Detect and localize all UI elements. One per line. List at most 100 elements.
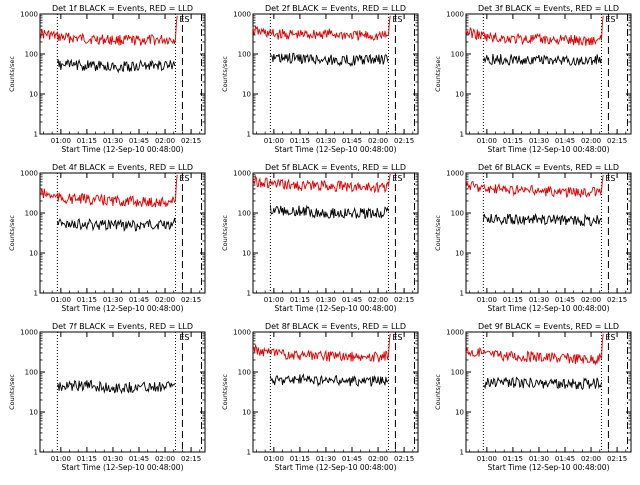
lld-series-line [252,15,391,41]
panel-2: Det 2f BLACK = Events, RED = LLD 1 10 100 10… [221,4,419,154]
x-tick-label: 02:00 [581,296,601,304]
y-axis-label: Counts/sec [221,374,229,410]
y-tick-label: 1 [247,131,251,139]
x-tick-label: 02:15 [607,296,627,304]
x-tick-label: 01:15 [77,296,97,304]
y-tick-label: 1000 [233,329,251,337]
x-tick-label: 02:15 [394,296,414,304]
x-tick-label: 01:45 [555,455,575,463]
es-marker-label: ES [179,333,189,342]
x-tick-label: 01:30 [529,137,549,145]
x-tick-label: 01:15 [290,455,310,463]
panel-1: Det 1f BLACK = Events, RED = LLD 1 10 100 10… [8,4,206,154]
x-tick-label: 02:00 [155,296,175,304]
x-tick-label: 01:15 [503,455,523,463]
es-marker-label: ES [179,15,189,24]
panel-title: Det 1f BLACK = Events, RED = LLD [52,4,193,13]
x-axis-label: Start Time (12-Sep-10 00:48:00) [275,463,397,472]
x-tick-label: 01:30 [316,296,336,304]
lld-series-line [252,173,391,194]
y-tick-label: 100 [238,369,251,377]
y-tick-label: 1 [34,290,38,298]
panel-title: Det 2f BLACK = Events, RED = LLD [265,4,406,13]
x-tick-label: 01:30 [103,296,123,304]
x-tick-label: 02:15 [181,455,201,463]
y-tick-label: 10 [29,91,38,99]
events-series-line [56,58,176,74]
y-tick-label: 1 [247,290,251,298]
y-tick-label: 1 [460,290,464,298]
x-tick-label: 02:00 [581,455,601,463]
plot-frame [39,331,206,453]
y-tick-label: 1000 [446,170,464,178]
x-tick-label: 02:00 [155,455,175,463]
x-tick-label: 01:00 [264,296,284,304]
x-tick-label: 01:15 [77,137,97,145]
x-tick-label: 01:00 [477,455,497,463]
y-tick-label: 10 [455,409,464,417]
panel-title: Det 9f BLACK = Events, RED = LLD [478,322,619,331]
x-tick-label: 02:00 [155,137,175,145]
x-tick-label: 01:45 [342,455,362,463]
events-series-line [269,373,389,388]
events-series-line [482,53,602,66]
panel-8: Det 8f BLACK = Events, RED = LLD 1 10 100 10… [221,322,419,472]
x-tick-label: 01:45 [555,137,575,145]
y-tick-label: 10 [29,409,38,417]
y-tick-label: 1000 [20,329,38,337]
y-tick-label: 1 [34,449,38,457]
panel-5: Det 5f BLACK = Events, RED = LLD 1 10 100 10… [221,163,419,313]
x-tick-label: 01:00 [264,137,284,145]
y-tick-label: 100 [451,369,464,377]
x-tick-label: 01:30 [103,455,123,463]
es-marker-label: ES [605,174,615,183]
y-tick-label: 1000 [20,11,38,19]
panel-title: Det 6f BLACK = Events, RED = LLD [478,163,619,172]
events-series-line [483,376,602,391]
x-axis-label: Start Time (12-Sep-10 00:48:00) [62,145,184,154]
y-axis-label: Counts/sec [434,215,442,251]
es-marker-label: ES [605,333,615,342]
x-axis-label: Start Time (12-Sep-10 00:48:00) [62,463,184,472]
lld-series-line [39,174,178,208]
panel-title: Det 4f BLACK = Events, RED = LLD [52,163,193,172]
panel-title: Det 8f BLACK = Events, RED = LLD [265,322,406,331]
y-tick-label: 10 [242,409,251,417]
x-tick-label: 02:00 [581,137,601,145]
x-tick-label: 02:15 [181,137,201,145]
y-tick-label: 1000 [233,170,251,178]
es-marker-label: ES [392,174,402,183]
x-tick-label: 01:00 [477,296,497,304]
y-tick-label: 100 [451,210,464,218]
y-tick-label: 10 [455,250,464,258]
x-tick-label: 02:15 [394,455,414,463]
x-tick-label: 01:15 [290,296,310,304]
panel-title: Det 7f BLACK = Events, RED = LLD [52,322,193,331]
es-marker-label: ES [392,15,402,24]
lld-series-line [465,333,604,366]
x-tick-label: 01:45 [342,296,362,304]
y-tick-label: 10 [242,250,251,258]
x-tick-label: 01:30 [316,455,336,463]
es-marker-label: ES [605,15,615,24]
y-axis-label: Counts/sec [221,56,229,92]
plot-frame [465,13,632,135]
y-tick-label: 1000 [20,170,38,178]
x-tick-label: 01:45 [342,137,362,145]
y-axis-label: Counts/sec [434,374,442,410]
plot-frame [465,331,632,453]
x-tick-label: 01:00 [477,137,497,145]
y-tick-label: 1000 [446,11,464,19]
es-marker-label: ES [179,174,189,183]
events-series-line [269,52,389,67]
events-series-line [482,212,602,227]
y-tick-label: 10 [242,91,251,99]
y-tick-label: 100 [25,210,38,218]
events-series-line [56,217,176,232]
x-tick-label: 02:00 [368,137,388,145]
y-tick-label: 1000 [233,11,251,19]
x-tick-label: 01:30 [529,455,549,463]
y-axis-label: Counts/sec [8,215,16,251]
